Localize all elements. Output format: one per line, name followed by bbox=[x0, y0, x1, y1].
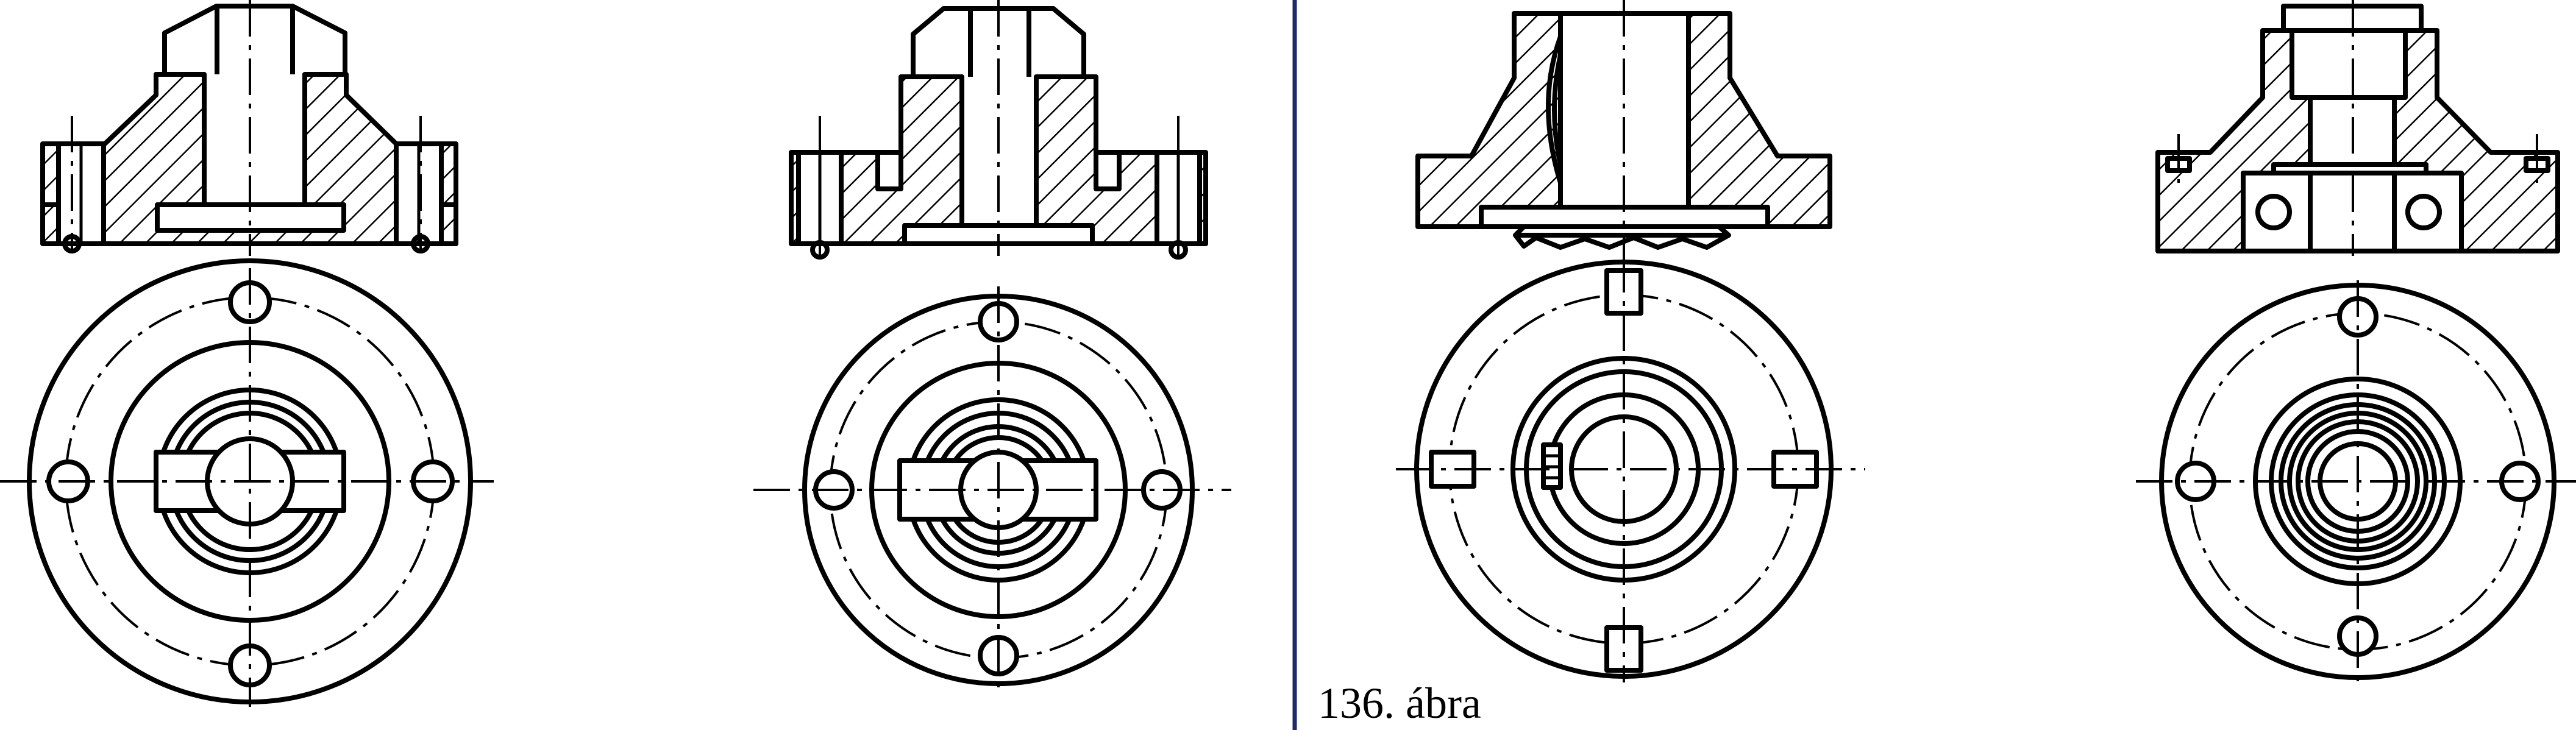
panel-d bbox=[2136, 0, 2576, 689]
panel-b bbox=[753, 0, 1231, 695]
panel-a bbox=[0, 0, 494, 707]
figure-caption: 136. ábra bbox=[1318, 679, 1481, 728]
panel-c bbox=[1396, 0, 1865, 682]
panel-c-top-view bbox=[1396, 256, 1865, 682]
panel-b-top-view bbox=[753, 286, 1231, 695]
panel-d-section-view bbox=[2155, 0, 2560, 256]
panel-c-section-view bbox=[1415, 0, 1832, 256]
panel-d-top-view bbox=[2136, 280, 2576, 689]
panel-b-section-view bbox=[789, 0, 1208, 260]
panel-a-section-view bbox=[40, 0, 458, 256]
panel-a-top-view bbox=[0, 258, 494, 707]
